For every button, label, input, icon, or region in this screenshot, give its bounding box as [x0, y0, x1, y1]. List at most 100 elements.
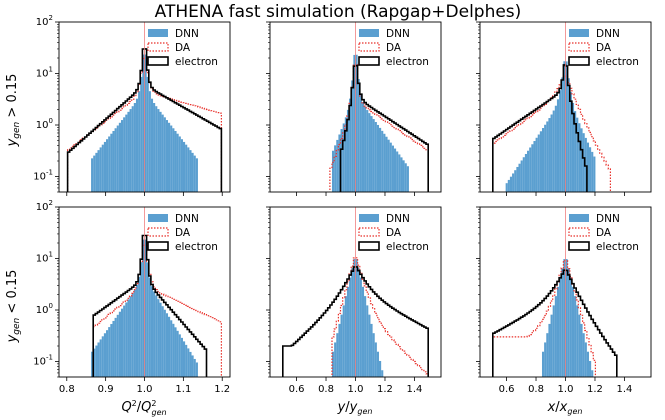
dnn-bar [95, 345, 98, 377]
dnn-bar [593, 156, 596, 192]
legend-label: DNN [596, 213, 620, 225]
dnn-bar [108, 136, 111, 192]
dnn-bar [193, 358, 196, 377]
dnn-bar [138, 91, 141, 192]
dnn-bar [123, 305, 126, 377]
dnn-bar [110, 324, 113, 377]
dnn-bar [131, 293, 134, 377]
panel-top-left: 10-1 100 101 102 DNN DA electron [33, 14, 231, 196]
legend-swatch-dnn [569, 29, 589, 37]
dnn-bar [135, 98, 139, 192]
dnn-bar [357, 78, 360, 192]
dnn-bar [131, 106, 134, 192]
legend-label: electron [596, 241, 639, 253]
xtick-label: 1.0 [348, 384, 364, 395]
dnn-bar [138, 276, 141, 377]
legend-swatch-dnn [148, 29, 168, 37]
dnn-bar [106, 330, 109, 377]
dnn-bar [155, 295, 158, 377]
dnn-bar [567, 268, 570, 377]
dnn-bar [518, 163, 521, 192]
series-dnn [541, 259, 594, 377]
dnn-bar [552, 305, 555, 377]
dnn-bar [520, 160, 523, 192]
dnn-bar [340, 129, 343, 192]
dnn-bar [185, 144, 188, 192]
plot-area [492, 22, 611, 192]
dnn-bar [140, 76, 143, 192]
plot-area [66, 22, 223, 192]
dnn-bar [389, 142, 392, 192]
dnn-bar [355, 54, 358, 192]
ytick-label: 100 [36, 117, 53, 131]
dnn-bar [118, 122, 121, 192]
dnn-bar [344, 117, 347, 192]
dnn-bar [342, 305, 345, 377]
dnn-bar [125, 114, 128, 192]
legend: DNN DA electron [358, 28, 429, 68]
legend-swatch-dnn [569, 214, 589, 222]
legend-swatch-electron [358, 56, 380, 66]
dnn-bar [529, 147, 532, 192]
dnn-bar [539, 131, 542, 192]
series-dnn [505, 61, 596, 192]
dnn-bar [93, 155, 96, 192]
dnn-bar [146, 76, 149, 192]
dnn-bar [153, 102, 156, 192]
panel-bottom-middle: 0.6 0.8 1.0 1.2 1.4 DNN DA electron [266, 206, 442, 395]
dnn-bar [404, 163, 407, 192]
dnn-bar [586, 142, 590, 192]
dnn-bar [144, 54, 147, 192]
dnn-bar [148, 91, 151, 192]
dnn-bar [556, 286, 560, 377]
dnn-bar [385, 136, 388, 192]
xtick-label: 0.8 [528, 384, 544, 395]
legend-label: electron [386, 241, 429, 253]
dnn-bar [346, 109, 350, 192]
dnn-bar [589, 360, 592, 377]
dnn-bar [402, 160, 405, 192]
legend: DNN DA electron [147, 28, 218, 68]
dnn-bar [548, 323, 551, 377]
dnn-bar [195, 362, 198, 377]
svg-text:ygen > 0.15: ygen > 0.15 [5, 74, 22, 148]
legend: DNN DA electron [568, 28, 639, 68]
dnn-bar [133, 289, 136, 377]
dnn-bar [546, 121, 549, 192]
legend-swatch-da [147, 42, 169, 52]
xtick-label: 0.8 [318, 384, 334, 395]
dnn-bar [353, 54, 356, 192]
dnn-bar [168, 122, 171, 192]
dnn-bar [359, 277, 362, 377]
series-dnn [91, 239, 198, 377]
dnn-bar [556, 99, 560, 192]
series-electron-line [282, 266, 429, 377]
dnn-bar [349, 98, 352, 192]
dnn-bar [342, 123, 345, 192]
dnn-bar [112, 320, 115, 377]
dnn-bar [364, 106, 367, 192]
panel-top-right: DNN DA electron [476, 21, 652, 196]
dnn-bar [142, 54, 145, 192]
dnn-bar [334, 145, 337, 192]
dnn-bar [191, 355, 194, 377]
dnn-bar [550, 314, 553, 377]
plot-area [282, 207, 429, 377]
dnn-bar [101, 336, 104, 377]
legend-swatch-electron [358, 241, 380, 251]
dnn-bar [533, 141, 536, 192]
dnn-bar [574, 111, 577, 192]
xtick-label: 1.0 [558, 384, 574, 395]
legend-label: DNN [175, 28, 199, 40]
dnn-bar [182, 341, 186, 377]
dnn-bar [366, 110, 369, 192]
dnn-bar [195, 158, 198, 192]
dnn-bar [589, 147, 592, 192]
series-electron-line [92, 234, 208, 377]
dnn-bar [146, 262, 149, 377]
dnn-bar [561, 77, 564, 192]
dnn-bar [522, 157, 525, 192]
series-dnn [91, 54, 198, 192]
dnn-bar [563, 259, 566, 377]
row-label-bottom: ygen < 0.15 [5, 270, 22, 344]
